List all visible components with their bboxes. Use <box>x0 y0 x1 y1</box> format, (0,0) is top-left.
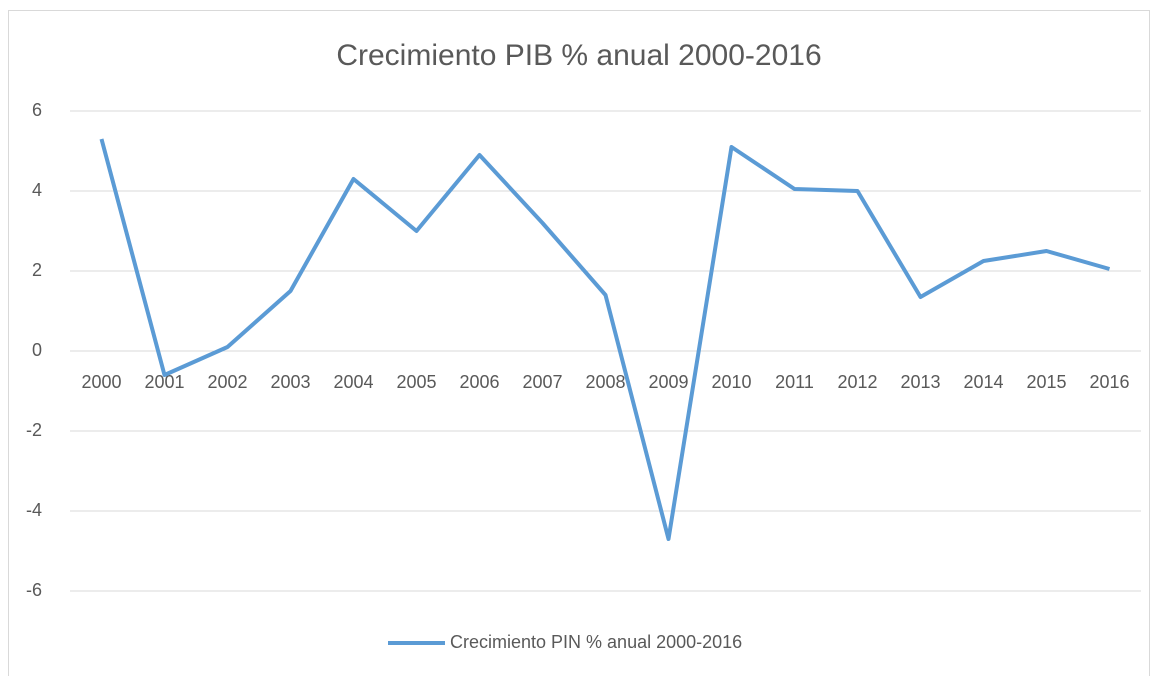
chart-border <box>8 10 1150 676</box>
y-tick-label: -2 <box>26 420 42 440</box>
x-tick-label: 2007 <box>522 372 562 392</box>
x-tick-label: 2002 <box>207 372 247 392</box>
x-tick-label: 2004 <box>333 372 373 392</box>
chart-title: Crecimiento PIB % anual 2000-2016 <box>336 39 821 72</box>
x-tick-label: 2014 <box>963 372 1003 392</box>
x-tick-label: 2008 <box>585 372 625 392</box>
x-tick-label: 2003 <box>270 372 310 392</box>
x-tick-label: 2015 <box>1026 372 1066 392</box>
y-tick-label: 6 <box>32 100 42 120</box>
legend-label: Crecimiento PIN % anual 2000-2016 <box>450 632 742 652</box>
x-tick-label: 2010 <box>711 372 751 392</box>
y-tick-label: 4 <box>32 180 42 200</box>
x-tick-label: 2001 <box>144 372 184 392</box>
x-tick-label: 2013 <box>900 372 940 392</box>
x-tick-label: 2012 <box>837 372 877 392</box>
x-tick-label: 2000 <box>81 372 121 392</box>
x-tick-label: 2005 <box>396 372 436 392</box>
x-tick-label: 2009 <box>648 372 688 392</box>
data-line <box>99 138 1111 541</box>
x-tick-label: 2016 <box>1089 372 1129 392</box>
y-tick-label: -6 <box>26 580 42 600</box>
y-tick-label: 2 <box>32 260 42 280</box>
x-tick-label: 2006 <box>459 372 499 392</box>
y-tick-label: -4 <box>26 500 42 520</box>
x-tick-label: 2011 <box>775 372 814 392</box>
y-tick-label: 0 <box>32 340 42 360</box>
